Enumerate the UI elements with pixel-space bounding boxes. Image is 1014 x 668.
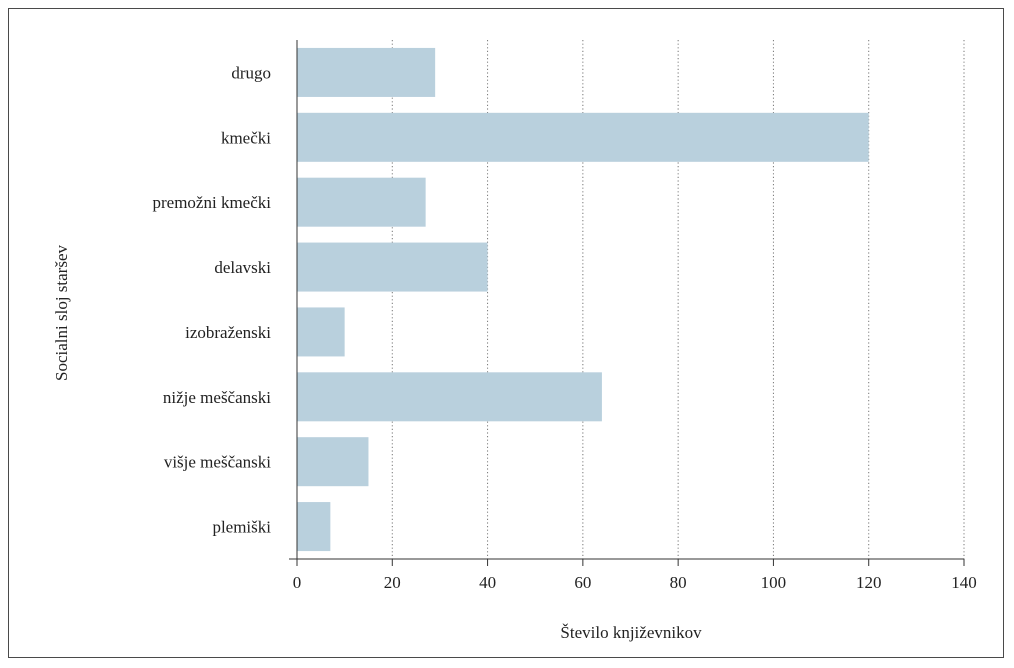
category-label-5: nižje meščanski <box>163 388 271 407</box>
bar-7 <box>297 502 331 552</box>
axes <box>289 40 965 566</box>
tick-labels: 0 20 40 60 80 100 120 140 <box>293 573 977 592</box>
y-axis-title: Socialni sloj staršev <box>52 245 71 381</box>
category-label-4: izobraženski <box>185 323 271 342</box>
x-tick-label-140: 140 <box>951 573 977 592</box>
category-labels: drugo kmečki premožni kmečki delavski izobra… <box>153 63 272 536</box>
category-label-2: premožni kmečki <box>153 193 272 212</box>
x-axis-title: Število književnikov <box>560 623 702 642</box>
bar-1 <box>297 112 869 162</box>
bar-0 <box>297 47 436 97</box>
x-tick-label-60: 60 <box>574 573 591 592</box>
x-tick-label-40: 40 <box>479 573 496 592</box>
category-label-6: višje meščanski <box>164 453 271 472</box>
bars <box>297 47 869 552</box>
x-tick-label-80: 80 <box>670 573 687 592</box>
bar-5 <box>297 372 602 422</box>
category-label-0: drugo <box>231 63 271 82</box>
bar-3 <box>297 242 488 292</box>
bar-6 <box>297 437 369 487</box>
x-tick-label-120: 120 <box>856 573 882 592</box>
bar-2 <box>297 177 426 227</box>
x-tick-label-0: 0 <box>293 573 302 592</box>
category-label-7: plemiški <box>212 518 271 537</box>
x-tick-label-100: 100 <box>761 573 787 592</box>
category-label-3: delavski <box>214 258 271 277</box>
x-tick-label-20: 20 <box>384 573 401 592</box>
bar-4 <box>297 307 345 357</box>
chart-frame <box>8 8 1004 658</box>
category-label-1: kmečki <box>221 128 271 147</box>
